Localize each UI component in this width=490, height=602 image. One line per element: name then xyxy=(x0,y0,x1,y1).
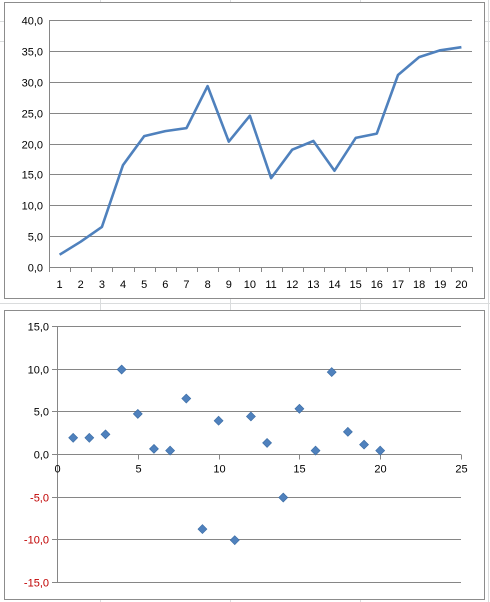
x-tick-label: 4 xyxy=(120,279,126,291)
data-point xyxy=(375,445,386,456)
x-tick-label: 0 xyxy=(54,464,60,476)
y-tick-label: -10,0 xyxy=(24,535,49,547)
x-tick-label: 19 xyxy=(434,279,446,291)
y-tick-label: 35,0 xyxy=(22,47,43,59)
data-point xyxy=(84,432,95,443)
line-chart-plot: 0,05,010,015,020,025,030,035,040,01 2 3 4 5 6… xyxy=(22,16,473,291)
x-tick-label: 5 xyxy=(141,279,147,291)
data-point xyxy=(165,445,176,456)
data-point xyxy=(245,411,256,422)
y-tick-label: 15,0 xyxy=(28,322,49,334)
y-tick-label: 0,0 xyxy=(34,450,49,462)
x-tick-label: 3 xyxy=(99,279,105,291)
line-chart[interactable]: 0,0 5,0 10,0 15,0 20,0 25,0 30,0 35,0 40,0 1 2 3 4 5 6… xyxy=(4,2,485,299)
x-tick-label: 2 xyxy=(78,279,84,291)
data-point xyxy=(213,415,224,426)
scatter-chart-plot: 15,0 10,0 5,0 0,0 -5,0 -10,0 -15,0 0 5 10 15 20 25 xyxy=(24,322,468,590)
data-point xyxy=(359,439,369,450)
data-point xyxy=(116,364,127,375)
series-line xyxy=(58,45,462,256)
data-point xyxy=(294,403,305,414)
y-tick-label: 10,0 xyxy=(28,365,49,377)
y-tick-label: 5,0 xyxy=(28,232,43,244)
x-tick-label: 18 xyxy=(413,279,425,291)
scatter-chart[interactable]: 15,0 10,0 5,0 0,0 -5,0 -10,0 -15,0 0 5 10 15 20 25 xyxy=(4,310,485,600)
data-point xyxy=(181,393,192,404)
x-tick-label: 15 xyxy=(293,464,305,476)
x-tick-label: 17 xyxy=(392,279,404,291)
x-tick-label: 12 xyxy=(286,279,298,291)
y-tick-label: -15,0 xyxy=(24,578,49,590)
y-tick-label: 40,0 xyxy=(22,16,43,28)
x-tick-label: 20 xyxy=(374,464,386,476)
data-point xyxy=(326,367,337,378)
y-tick-label: 0,0 xyxy=(28,263,43,275)
x-tick-label: 7 xyxy=(183,279,189,291)
data-point xyxy=(262,437,273,448)
x-tick-label: 1 xyxy=(57,279,63,291)
y-tick-label: 5,0 xyxy=(34,407,49,419)
y-tick-label: 30,0 xyxy=(22,78,43,90)
x-tick-label: 25 xyxy=(455,464,467,476)
y-tick-label: 10,0 xyxy=(22,201,43,213)
data-point xyxy=(197,524,208,535)
data-point xyxy=(149,443,159,454)
y-tick-label: 15,0 xyxy=(22,170,43,182)
x-tick-label: 9 xyxy=(226,279,232,291)
data-point xyxy=(278,492,289,503)
y-tick-label: -5,0 xyxy=(30,493,49,505)
x-tick-label: 16 xyxy=(371,279,383,291)
y-tick-label: 25,0 xyxy=(22,109,43,121)
x-tick-label: 13 xyxy=(307,279,319,291)
x-tick-label: 20 xyxy=(455,279,467,291)
x-tick-label: 5 xyxy=(135,464,141,476)
x-tick-label: 6 xyxy=(162,279,168,291)
x-tick-label: 10 xyxy=(244,279,256,291)
x-tick-label: 14 xyxy=(328,279,340,291)
data-point xyxy=(100,429,111,440)
data-point xyxy=(229,535,240,546)
x-tick-label: 11 xyxy=(265,279,276,291)
x-tick-label: 8 xyxy=(205,279,211,291)
data-point xyxy=(68,432,79,443)
y-tick-label: 20,0 xyxy=(22,140,43,152)
data-point xyxy=(132,408,143,419)
x-tick-label: 10 xyxy=(213,464,225,476)
x-tick-label: 15 xyxy=(350,279,362,291)
data-point xyxy=(342,426,353,437)
data-point xyxy=(310,445,321,456)
